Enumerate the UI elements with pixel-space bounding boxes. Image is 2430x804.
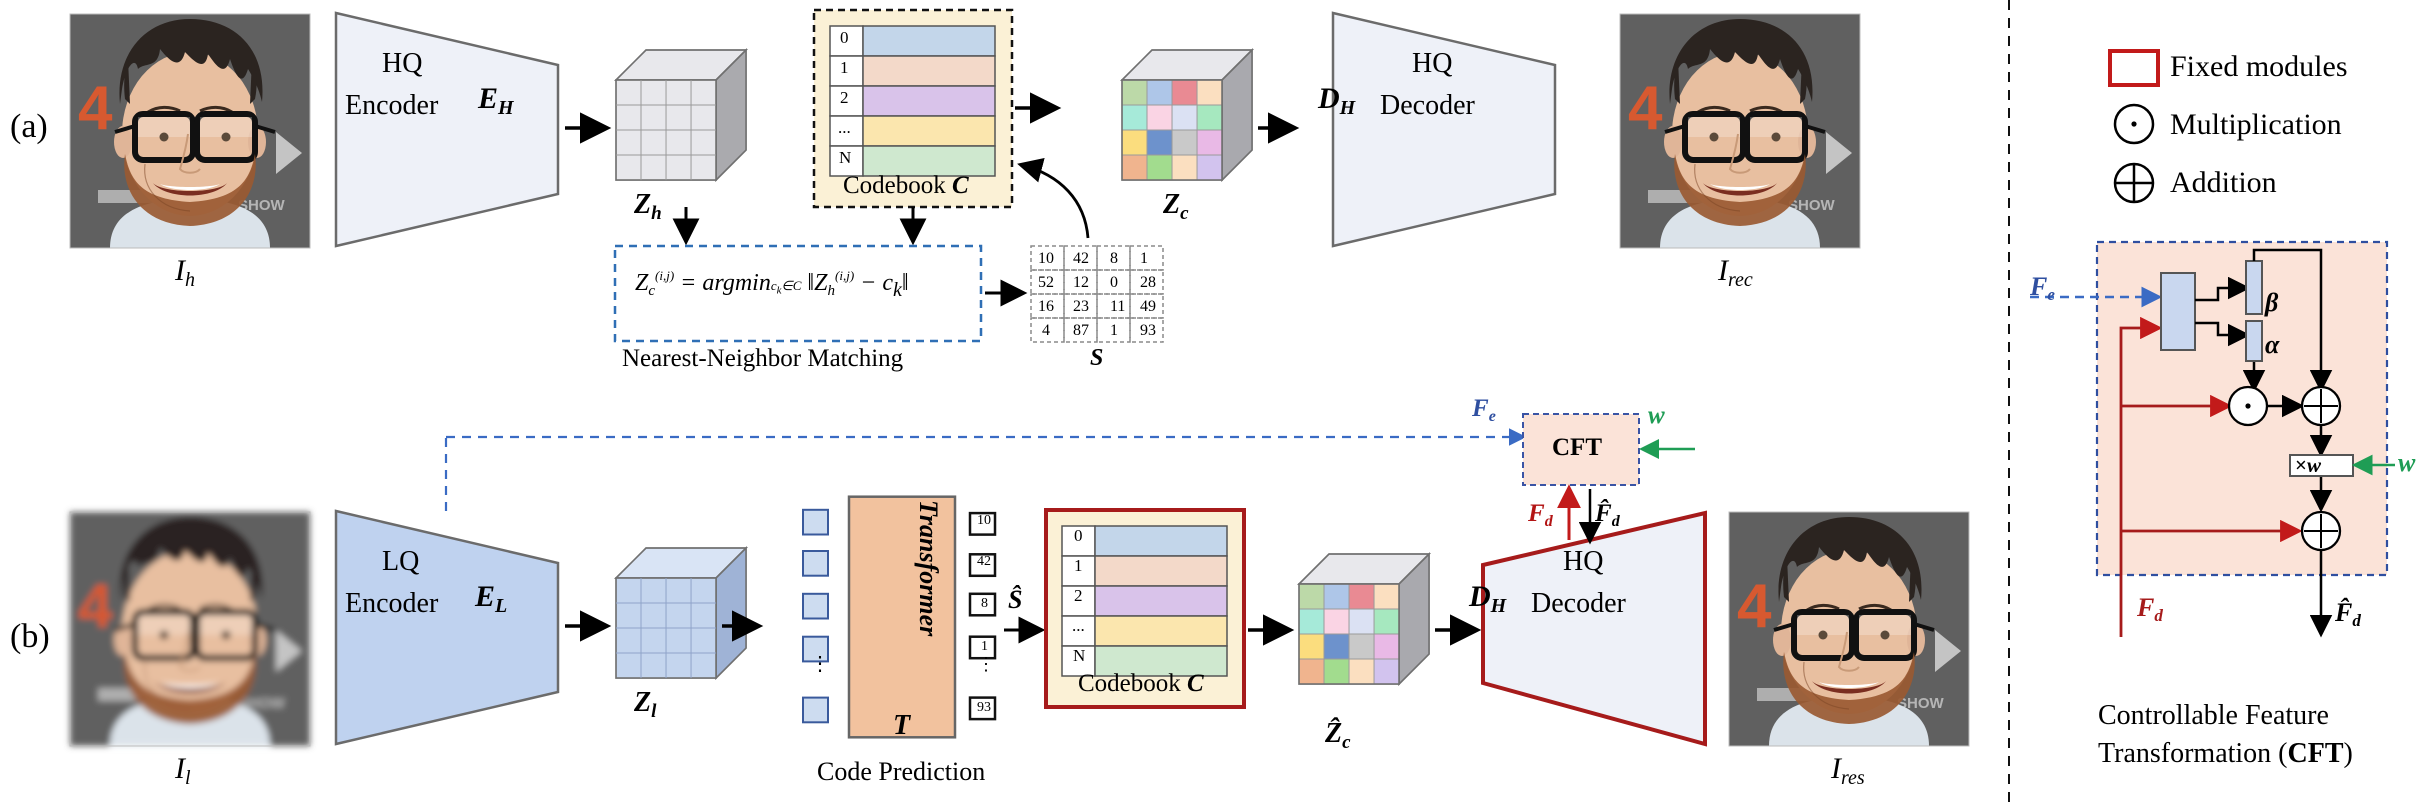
svg-text:⋮: ⋮ — [810, 653, 830, 675]
svg-text:⋮: ⋮ — [977, 654, 995, 674]
